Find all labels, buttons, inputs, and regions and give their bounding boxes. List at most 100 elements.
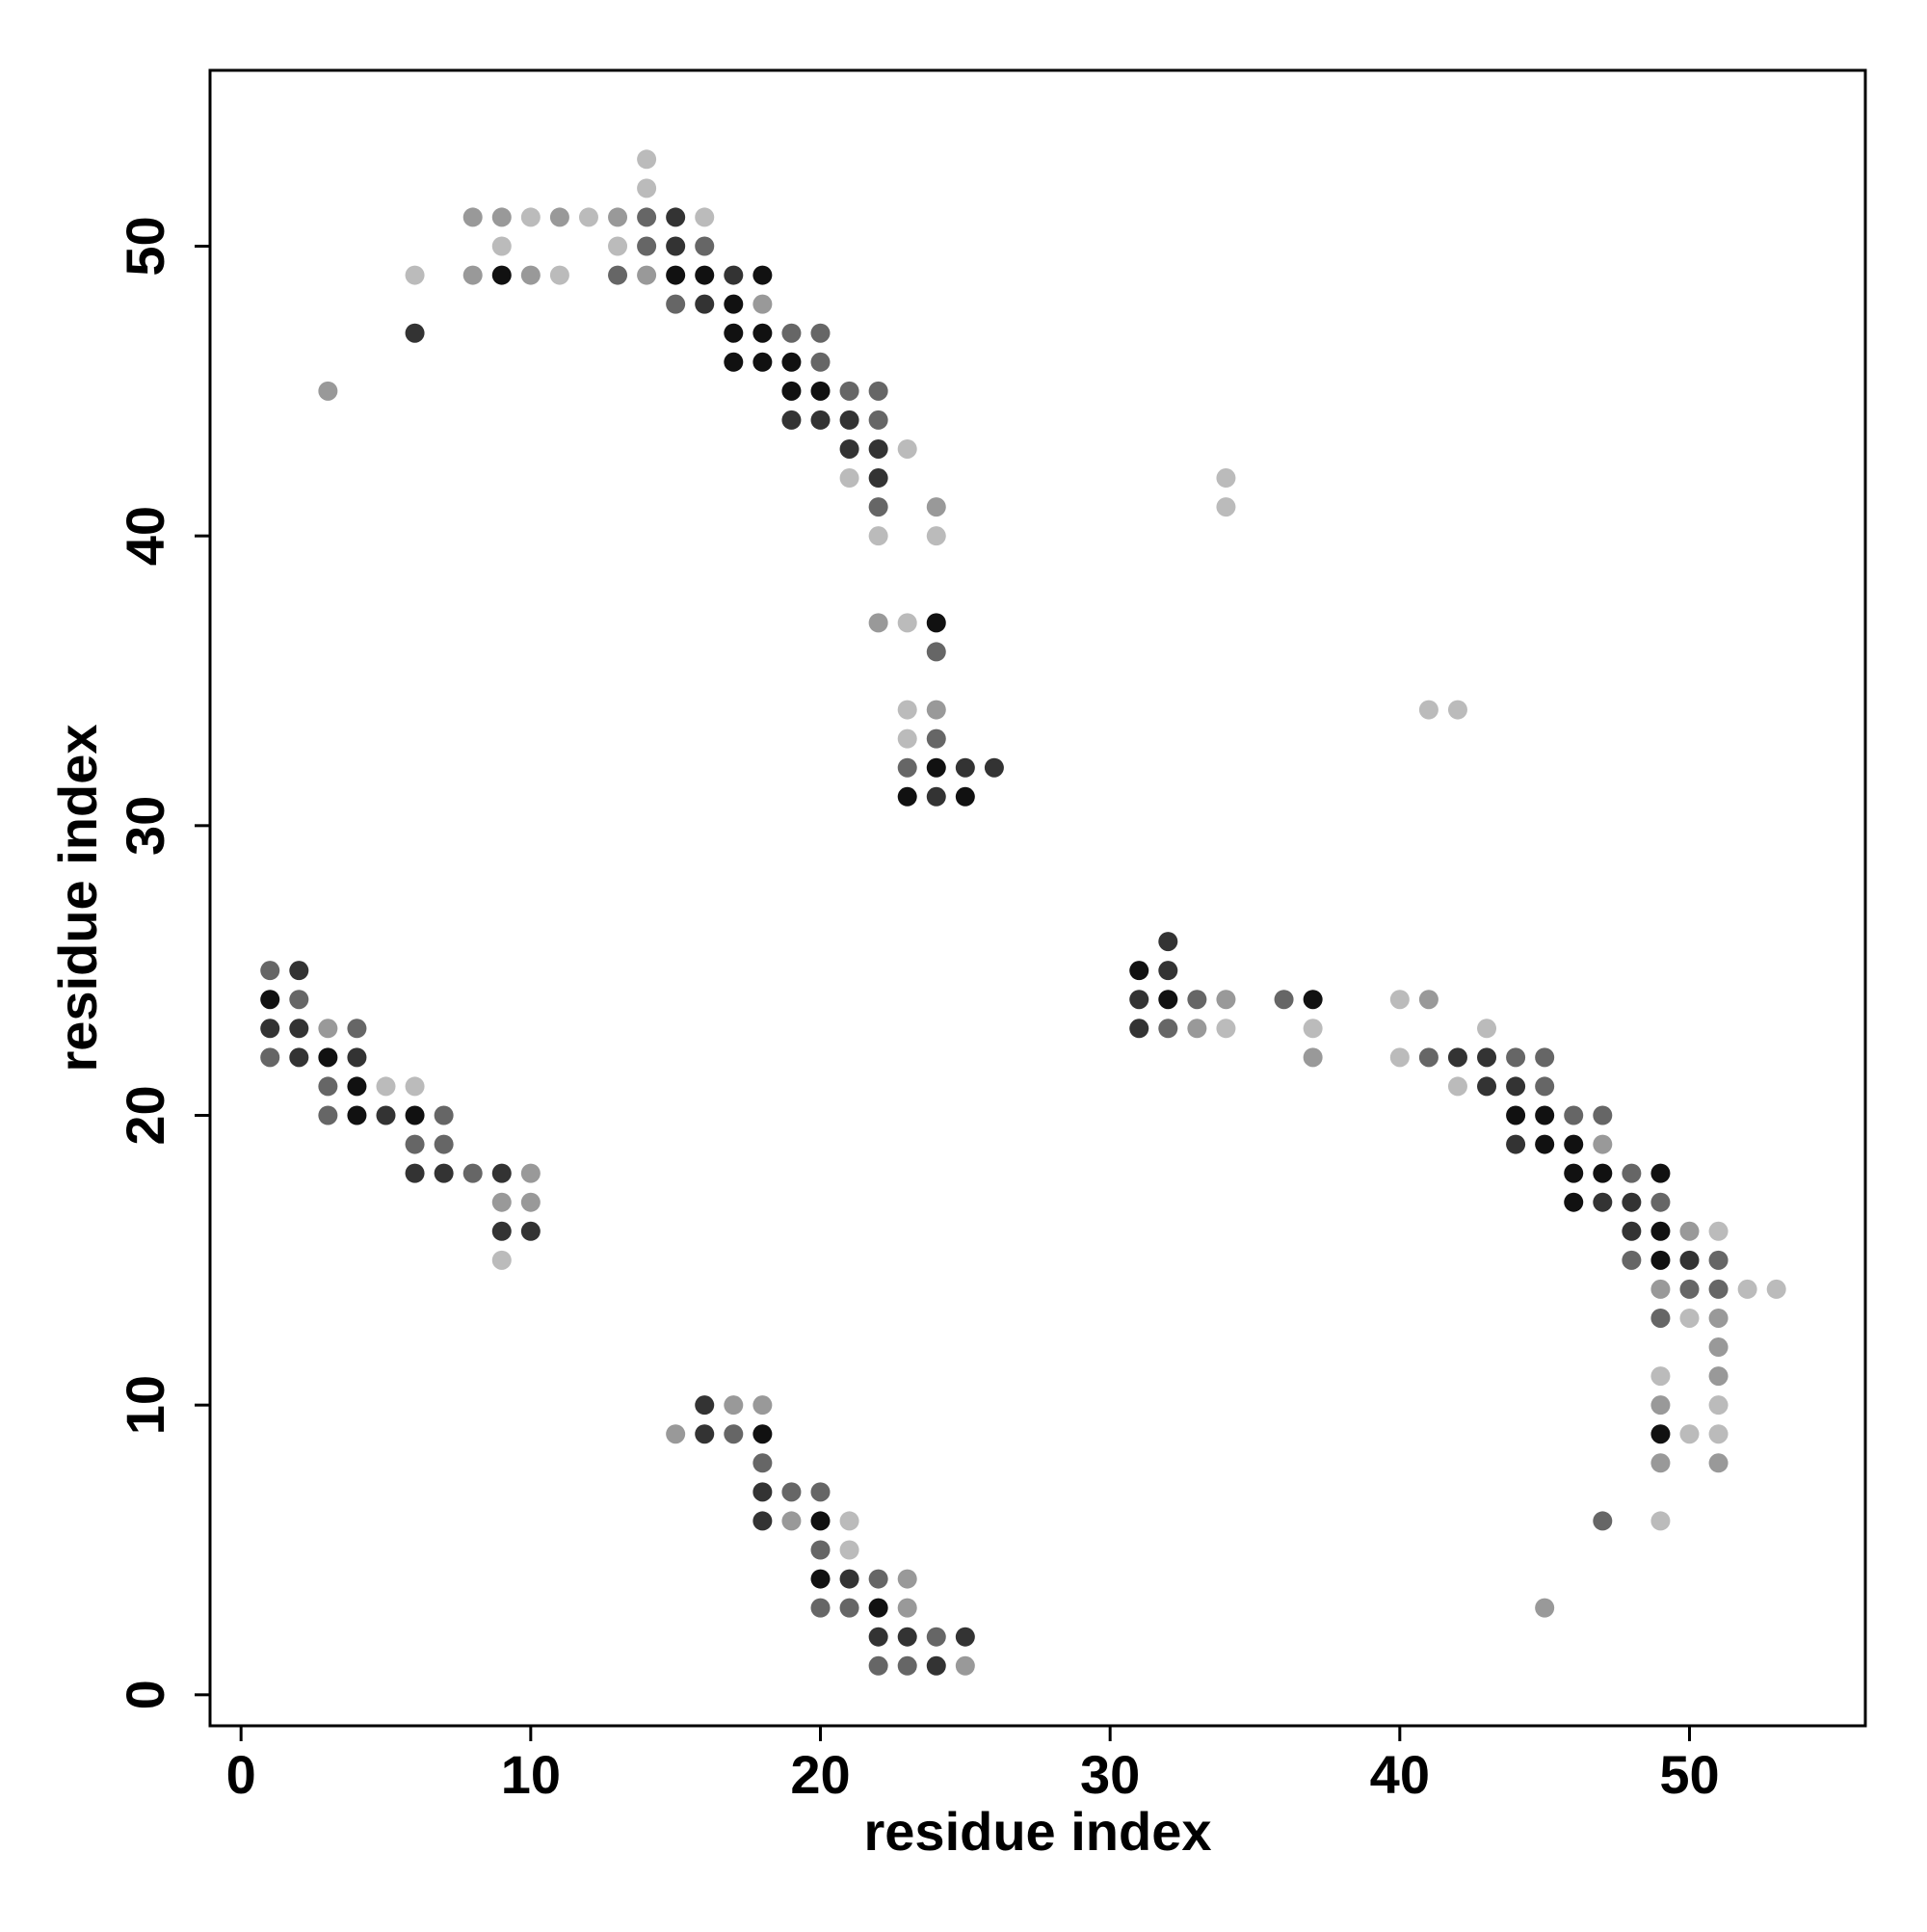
point bbox=[810, 1540, 831, 1560]
point bbox=[1158, 932, 1178, 952]
point bbox=[839, 410, 859, 430]
point bbox=[376, 1105, 396, 1125]
point bbox=[637, 236, 657, 256]
point bbox=[1679, 1250, 1700, 1270]
point bbox=[752, 1395, 773, 1416]
point bbox=[1535, 1134, 1555, 1154]
point bbox=[1622, 1250, 1642, 1270]
point bbox=[1418, 990, 1439, 1010]
point bbox=[984, 757, 1004, 778]
point bbox=[405, 323, 425, 343]
point bbox=[347, 1047, 367, 1068]
point bbox=[1593, 1511, 1613, 1531]
point bbox=[897, 700, 917, 720]
point bbox=[897, 786, 917, 807]
point bbox=[897, 757, 917, 778]
y-tick-label: 20 bbox=[115, 1085, 175, 1145]
point bbox=[405, 1163, 425, 1183]
point bbox=[926, 728, 946, 749]
point bbox=[752, 265, 773, 285]
point bbox=[289, 961, 309, 981]
point bbox=[955, 1627, 975, 1647]
point bbox=[926, 786, 946, 807]
point bbox=[637, 207, 657, 227]
point bbox=[347, 1019, 367, 1039]
point bbox=[1158, 961, 1178, 981]
point bbox=[1477, 1076, 1497, 1097]
point bbox=[897, 728, 917, 749]
point bbox=[839, 1511, 859, 1531]
point bbox=[695, 294, 715, 314]
point bbox=[637, 149, 657, 170]
point bbox=[752, 294, 773, 314]
point bbox=[897, 1627, 917, 1647]
point bbox=[318, 1019, 338, 1039]
point bbox=[810, 410, 831, 430]
point bbox=[1593, 1134, 1613, 1154]
point bbox=[1535, 1076, 1555, 1097]
point bbox=[839, 468, 859, 489]
point bbox=[897, 438, 917, 459]
point bbox=[318, 1105, 338, 1125]
point bbox=[724, 1395, 744, 1416]
point bbox=[839, 438, 859, 459]
point bbox=[752, 323, 773, 343]
point bbox=[752, 1482, 773, 1502]
point bbox=[1129, 961, 1149, 981]
point bbox=[1506, 1105, 1526, 1125]
point bbox=[897, 1598, 917, 1618]
point bbox=[520, 1163, 541, 1183]
point bbox=[1708, 1366, 1729, 1387]
x-tick-label: 50 bbox=[1659, 1744, 1719, 1805]
point bbox=[839, 381, 859, 401]
point bbox=[926, 642, 946, 662]
point bbox=[955, 757, 975, 778]
point bbox=[1216, 1019, 1236, 1039]
point bbox=[1708, 1424, 1729, 1444]
point bbox=[1650, 1192, 1671, 1212]
point bbox=[752, 1453, 773, 1473]
point bbox=[1447, 700, 1467, 720]
point bbox=[1535, 1105, 1555, 1125]
point bbox=[839, 1598, 859, 1618]
point bbox=[491, 207, 512, 227]
point bbox=[1418, 1047, 1439, 1068]
point bbox=[1650, 1308, 1671, 1328]
point bbox=[1708, 1308, 1729, 1328]
point bbox=[1708, 1395, 1729, 1416]
point bbox=[955, 786, 975, 807]
point bbox=[405, 1076, 425, 1097]
point bbox=[1650, 1453, 1671, 1473]
y-tick-label: 10 bbox=[115, 1375, 175, 1435]
y-tick-label: 0 bbox=[115, 1680, 175, 1709]
point bbox=[897, 1569, 917, 1589]
point bbox=[1564, 1105, 1584, 1125]
point bbox=[1477, 1019, 1497, 1039]
y-tick-label: 40 bbox=[115, 506, 175, 566]
point bbox=[926, 757, 946, 778]
plot-frame bbox=[208, 68, 1867, 1728]
point bbox=[608, 207, 628, 227]
point bbox=[1564, 1163, 1584, 1183]
point bbox=[666, 294, 686, 314]
point bbox=[868, 381, 888, 401]
point bbox=[1679, 1279, 1700, 1299]
point bbox=[1477, 1047, 1497, 1068]
point bbox=[376, 1076, 396, 1097]
point bbox=[578, 207, 598, 227]
point bbox=[695, 207, 715, 227]
point bbox=[897, 613, 917, 633]
point bbox=[752, 1424, 773, 1444]
point bbox=[260, 1047, 280, 1068]
point bbox=[520, 265, 541, 285]
point bbox=[434, 1105, 454, 1125]
point bbox=[1708, 1250, 1729, 1270]
point bbox=[1679, 1424, 1700, 1444]
y-tick-label: 30 bbox=[115, 796, 175, 856]
point bbox=[724, 352, 744, 372]
point bbox=[260, 990, 280, 1010]
y-axis-title: residue index bbox=[47, 724, 108, 1072]
point bbox=[1650, 1163, 1671, 1183]
point bbox=[318, 1076, 338, 1097]
point bbox=[810, 1569, 831, 1589]
